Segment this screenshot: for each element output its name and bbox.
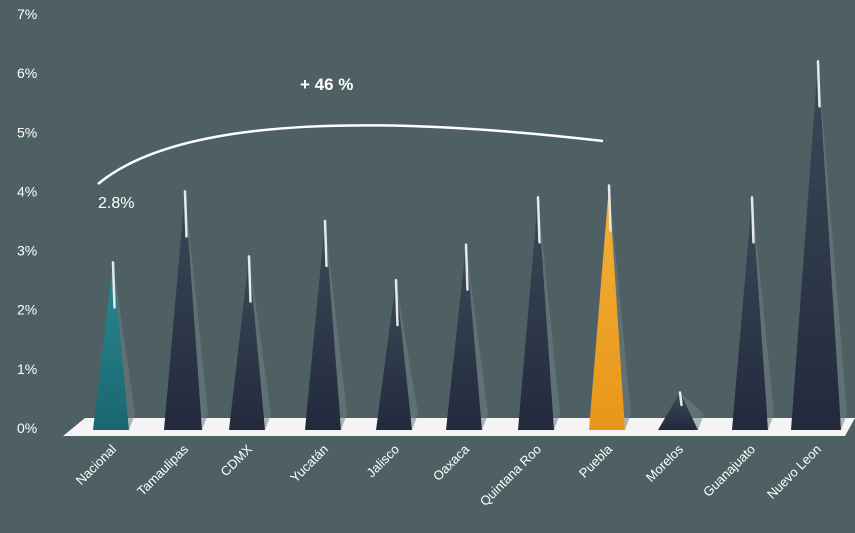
bar-front-face [732,197,768,430]
y-tick-label: 0% [17,420,37,436]
bar-highlight [536,196,541,244]
bar-front-face [446,244,482,430]
x-tick-label: Morelos [643,441,687,485]
x-tick-label: Nacional [73,441,119,487]
bar-tamaulipas [164,190,208,430]
bar-morelos [658,391,704,430]
bar-oaxaca [446,243,488,430]
bar-front-face [658,392,698,430]
nacional-value-label: 2.8% [98,195,134,212]
bar-front-face [305,221,341,430]
bar-highlight [750,196,755,244]
bar-yucatán [305,219,347,430]
x-tick-label: Tamaulipas [134,441,191,498]
growth-label: + 46 % [300,75,353,94]
y-tick-label: 2% [17,302,37,318]
bar-highlight [816,60,821,108]
bar-front-face [791,61,841,431]
x-tick-label: Yucatán [287,442,331,486]
x-tick-label: Jalisco [363,442,402,481]
bar-highlight [394,278,399,327]
bar-side-face [325,221,347,430]
x-axis-labels: Nacional Tamaulipas CDMX Yucatán Jalisco Oaxa… [73,441,824,509]
bar-side-face [752,197,774,430]
y-tick-label: 7% [17,6,37,22]
bar-quintana-roo [518,196,560,430]
bar-highlight [607,184,612,232]
bar-highlight [247,255,252,303]
bar-front-face [229,256,265,430]
bar-cdmx [229,255,271,430]
bar-highlight [464,243,469,291]
growth-arc [97,124,604,185]
y-tick-label: 3% [17,243,37,259]
bar-front-face [376,280,412,430]
bar-side-face [466,244,488,430]
x-tick-label: Quintana Roo [477,442,544,509]
y-axis-ticks: 0% 1% 2% 3% 4% 5% 6% 7% [17,6,37,436]
bar-side-face [249,256,271,430]
x-tick-label: CDMX [217,441,255,479]
bar-front-face [93,262,129,430]
bar-highlight [678,391,683,407]
x-tick-label: Nuevo Leon [764,442,824,502]
bar-side-face [680,392,704,430]
bar-guanajuato [732,196,774,430]
bar-highlight [111,261,116,309]
bar-side-face [113,262,135,430]
bar-side-face [185,191,208,430]
bar-jalisco [376,278,418,430]
bar-side-face [818,61,847,431]
bar-side-face [396,280,418,430]
bars [93,60,847,431]
bar-side-face [609,185,631,430]
bar-highlight [323,219,328,268]
x-tick-label: Oaxaca [430,441,473,484]
bar-nacional [93,261,135,430]
bar-nuevo-leon [791,60,847,431]
y-tick-label: 1% [17,361,37,377]
bar-highlight [183,190,188,238]
bar-side-face [538,197,560,430]
x-tick-label: Puebla [576,441,616,481]
bar-front-face [589,185,625,430]
y-tick-label: 5% [17,124,37,140]
bar-front-face [164,191,202,430]
y-tick-label: 6% [17,65,37,81]
x-tick-label: Guanajuato [700,442,758,500]
y-tick-label: 4% [17,183,37,199]
bar-front-face [518,197,554,430]
bar-puebla [589,184,631,430]
